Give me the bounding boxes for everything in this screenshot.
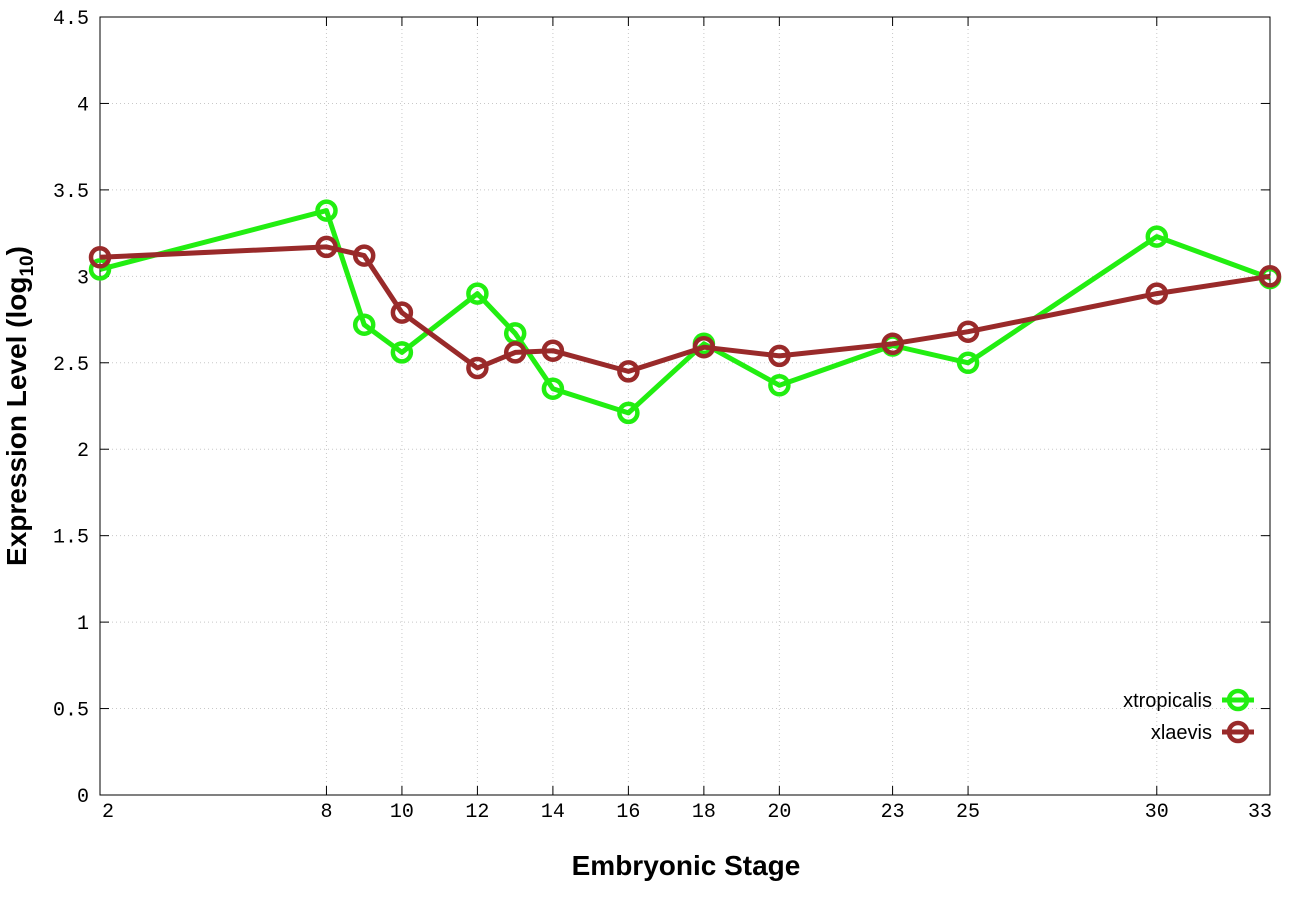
y-axis-title: Expression Level (log10) — [1, 246, 38, 566]
y-tick-label: 4.5 — [53, 8, 89, 31]
data-point-xlaevis — [692, 335, 716, 359]
legend-marker-xlaevis — [1226, 720, 1250, 744]
data-point-xlaevis — [541, 339, 565, 362]
data-point-xlaevis — [768, 344, 791, 368]
axis-ticks: 0 0.5 1 1.5 2 2.5 3 3.5 4 4.5 2 8 10 12 14 16 18 20 23 25 30… — [53, 8, 1272, 824]
data-point-xtropicalis — [1145, 225, 1169, 248]
data-point-xtropicalis — [541, 377, 565, 400]
y-tick-label: 3.5 — [53, 181, 89, 204]
y-tick-label: 1 — [77, 613, 89, 636]
y-tick-label: 2.5 — [53, 354, 89, 377]
x-tick-label: 12 — [465, 801, 489, 824]
data-point-xlaevis — [1145, 282, 1169, 305]
y-tick-label: 3 — [77, 267, 89, 290]
x-tick-label: 2 — [102, 801, 114, 824]
data-point-xlaevis — [352, 244, 376, 267]
data-point-xtropicalis — [617, 401, 640, 425]
data-point-xlaevis — [315, 235, 338, 259]
series-layer — [88, 199, 1282, 425]
data-point-xtropicalis — [315, 199, 338, 222]
legend-marker-xtropicalis — [1226, 688, 1250, 712]
data-point-xtropicalis — [956, 351, 980, 375]
x-tick-label: 23 — [881, 801, 905, 824]
legend-label-xtropicalis: xtropicalis — [1123, 690, 1212, 712]
x-tick-label: 8 — [320, 801, 332, 824]
grid — [100, 17, 1270, 795]
data-point-xtropicalis — [352, 313, 376, 336]
data-point-xlaevis — [956, 320, 980, 343]
y-tick-label: 0 — [77, 786, 89, 809]
series-line-xtropicalis — [99, 208, 1271, 416]
x-tick-label: 30 — [1145, 801, 1169, 824]
data-point-xtropicalis — [768, 374, 791, 397]
data-point-xlaevis — [1258, 265, 1282, 288]
y-tick-label: 1.5 — [53, 527, 89, 550]
legend-label-xlaevis: xlaevis — [1151, 722, 1212, 744]
series-xlaevis — [88, 235, 1282, 383]
y-tick-label: 4 — [77, 94, 89, 117]
x-tick-label: 20 — [767, 801, 791, 824]
x-tick-label: 14 — [541, 801, 565, 824]
x-tick-label: 16 — [616, 801, 640, 824]
x-tick-label: 25 — [956, 801, 980, 824]
series-line-xlaevis — [99, 244, 1271, 374]
data-point-xlaevis — [466, 356, 489, 380]
data-point-xlaevis — [390, 301, 414, 324]
data-point-xlaevis — [881, 332, 904, 356]
data-point-xtropicalis — [390, 341, 414, 364]
x-tick-label: 10 — [390, 801, 414, 824]
y-tick-label: 0.5 — [53, 700, 89, 723]
legend: xtropicalis xlaevis — [1123, 688, 1254, 744]
data-point-xlaevis — [503, 341, 527, 364]
x-tick-label: 18 — [692, 801, 716, 824]
data-point-xtropicalis — [88, 258, 112, 281]
data-point-xlaevis — [617, 360, 640, 383]
data-point-xlaevis — [88, 246, 112, 269]
plot-frame — [99, 16, 1271, 796]
x-axis-title: Embryonic Stage — [572, 850, 801, 881]
x-tick-label: 33 — [1248, 801, 1272, 824]
series-xtropicalis — [88, 199, 1282, 425]
data-point-xtropicalis — [466, 282, 489, 305]
y-tick-label: 2 — [77, 440, 89, 463]
